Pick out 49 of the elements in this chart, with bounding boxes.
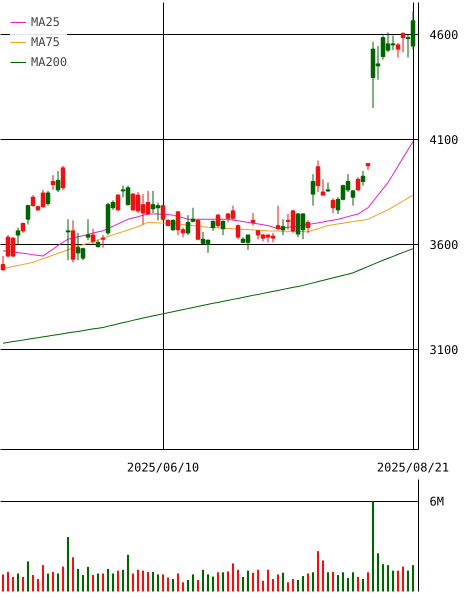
candlestick	[276, 205, 280, 230]
candlestick	[320, 178, 326, 196]
candlestick	[360, 170, 366, 186]
candlestick	[100, 234, 106, 248]
candlestick	[46, 190, 50, 206]
candlestick	[50, 174, 56, 190]
candlestick	[326, 182, 330, 192]
candlestick	[190, 207, 196, 223]
candlestick	[236, 224, 240, 240]
candlestick	[116, 194, 120, 212]
candlestick	[26, 204, 30, 226]
candlestick	[66, 218, 70, 261]
legend-label: MA25	[31, 15, 60, 29]
y-tick-label: 6M	[430, 494, 444, 508]
candlestick	[310, 174, 316, 206]
candlestick	[20, 222, 26, 234]
candlestick	[350, 189, 356, 206]
line-series	[2, 248, 414, 344]
candlestick	[86, 218, 90, 241]
candlestick	[90, 228, 96, 245]
candlestick	[396, 42, 400, 58]
candlestick	[356, 176, 360, 192]
candlestick	[316, 160, 320, 192]
candlestick	[210, 220, 216, 232]
y-tick-label: 4100	[430, 132, 458, 147]
candlestick	[220, 220, 226, 236]
candlestick	[250, 212, 256, 226]
legend-label: MA200	[31, 55, 68, 69]
candlestick	[0, 256, 6, 272]
legend-label: MA75	[31, 35, 60, 49]
candlestick	[56, 170, 60, 192]
candlestick	[170, 218, 176, 232]
x-tick-label: 2025/08/21	[376, 460, 450, 474]
y-tick-label: 3100	[430, 343, 458, 358]
candlestick	[186, 214, 190, 236]
candlestick	[306, 220, 310, 234]
candlestick	[330, 198, 336, 214]
candlestick	[196, 218, 200, 241]
candlestick	[30, 194, 36, 208]
y-tick-label: 4600	[430, 28, 458, 42]
candlestick	[60, 165, 66, 190]
line-series	[2, 141, 414, 257]
x-tick-label: 2025/06/10	[126, 460, 200, 474]
candlestick	[16, 227, 20, 245]
y-tick-label: 3600	[430, 238, 458, 252]
candlestick	[216, 214, 220, 228]
candlestick	[400, 32, 406, 53]
candlestick	[280, 218, 286, 236]
candlestick	[160, 204, 166, 221]
